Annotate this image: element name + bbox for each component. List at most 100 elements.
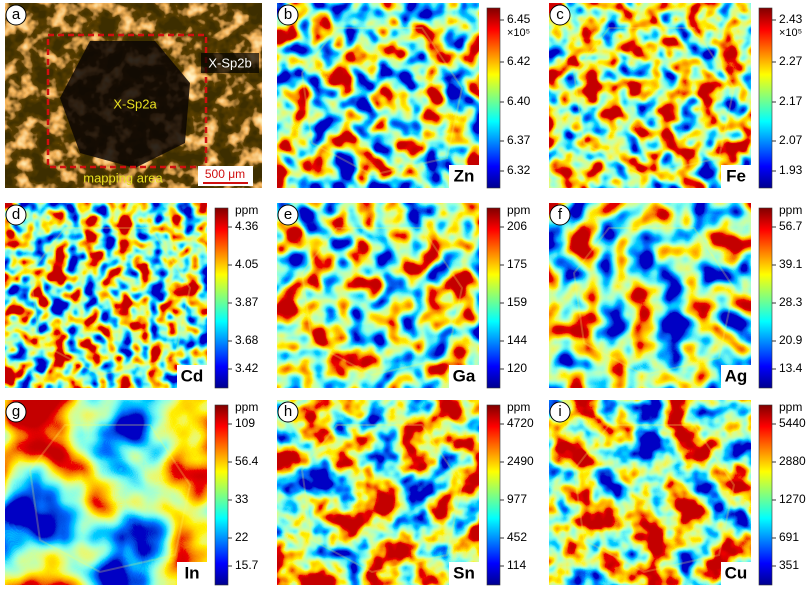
element-label-bg	[449, 562, 479, 585]
colorbar-multiplier: ×10⁵	[779, 27, 802, 39]
colorbar-tick-label: 6.45	[507, 12, 531, 26]
colorbar	[486, 7, 501, 189]
panel: Cu ppm 5440 2880 1270 691 351 i	[549, 400, 806, 586]
panel-letter: c	[556, 6, 564, 23]
colorbar-tick-label: 6.40	[507, 94, 531, 108]
element-map	[277, 3, 479, 188]
colorbar	[486, 404, 501, 586]
element-label: Cd	[181, 366, 204, 385]
element-label: Ag	[725, 366, 748, 385]
element-map	[5, 400, 207, 585]
colorbar-tick-label: 39.1	[779, 257, 803, 271]
colorbar-tick-label: 114	[507, 558, 526, 572]
panel-letter-bg	[549, 4, 571, 26]
colorbar-tick-label: 6.42	[507, 54, 531, 68]
element-map	[549, 400, 751, 585]
panel-letter-bg	[277, 4, 299, 26]
colorbar-tick-label: 452	[507, 530, 527, 544]
panel-letter: g	[12, 403, 20, 420]
panel-letter: a	[12, 6, 21, 23]
colorbar-multiplier: ×10⁵	[507, 27, 530, 39]
colorbar-tick-label: 159	[507, 295, 527, 309]
colorbar-tick-label: 2490	[507, 454, 534, 468]
colorbar-tick-label: 2.07	[779, 133, 803, 147]
colorbar-tick-label: 1270	[779, 492, 806, 506]
panel: In ppm 109 56.4 33 22 15.7 g	[5, 400, 259, 586]
colorbar-tick-label: 13.4	[779, 361, 803, 375]
colorbar-tick-label: 977	[507, 492, 527, 506]
colorbar-tick-label: 2.43	[779, 12, 803, 26]
crystal-core	[60, 41, 190, 168]
element-map	[277, 203, 479, 388]
panel-letter-bg	[549, 204, 571, 226]
colorbar-tick-label: 2.27	[779, 54, 803, 68]
colorbar-tick-label: 120	[507, 361, 527, 375]
panel-letter: e	[284, 206, 292, 223]
colorbar-tick-label: 4720	[507, 416, 534, 430]
zoning-outline	[300, 27, 464, 177]
colorbar-tick-label: 206	[507, 219, 527, 233]
element-map	[549, 3, 751, 188]
scale-bar-box	[198, 166, 253, 186]
element-label-bg	[177, 562, 207, 585]
panel-letter-bg	[277, 204, 299, 226]
zoning-outline	[300, 227, 464, 377]
colorbar-unit: ppm	[507, 400, 530, 414]
colorbar-tick-label: 1.93	[779, 163, 803, 177]
colorbar	[758, 207, 773, 389]
colorbar-tick-label: 3.42	[235, 361, 259, 375]
element-label-bg	[721, 365, 751, 388]
colorbar-tick-label: 2.17	[779, 94, 803, 108]
colorbar-tick-label: 109	[235, 416, 255, 430]
colorbar-unit: ppm	[235, 203, 258, 217]
sample-label: X-Sp2b	[208, 55, 251, 70]
zoning-outline	[28, 227, 192, 377]
colorbar-unit: ppm	[779, 400, 802, 414]
colorbar	[758, 7, 773, 189]
element-label: Sn	[453, 563, 475, 582]
region-label: mapping area	[83, 170, 163, 185]
element-label: In	[184, 563, 199, 582]
element-label-bg	[721, 165, 751, 188]
colorbar-tick-label: 6.37	[507, 133, 531, 147]
colorbar	[758, 404, 773, 586]
colorbar-tick-label: 175	[507, 257, 527, 271]
colorbar-tick-label: 4.36	[235, 219, 259, 233]
panel-letter-bg	[5, 204, 27, 226]
panel: Ga ppm 206 175 159 144 120 e	[277, 203, 530, 389]
colorbar-tick-label: 20.9	[779, 333, 803, 347]
colorbar	[214, 207, 229, 389]
colorbar-tick-label: 28.3	[779, 295, 803, 309]
element-label-bg	[449, 165, 479, 188]
colorbar-tick-label: 2880	[779, 454, 806, 468]
colorbar-tick-label: 15.7	[235, 558, 259, 572]
colorbar-tick-label: 4.05	[235, 257, 259, 271]
panel-letter: i	[558, 403, 561, 420]
panel-letter: d	[12, 206, 20, 223]
element-label: Ga	[453, 366, 476, 385]
label-bg	[201, 53, 259, 73]
colorbar-unit: ppm	[235, 400, 258, 414]
element-map	[277, 400, 479, 585]
mapping-area-box	[46, 33, 208, 169]
colorbar	[486, 207, 501, 389]
panel: Ag ppm 56.7 39.1 28.3 20.9 13.4 f	[549, 203, 803, 389]
colorbar-tick-label: 351	[779, 558, 799, 572]
panel-letter: f	[558, 206, 563, 223]
colorbar-tick-label: 33	[235, 492, 249, 506]
panel: Sn ppm 4720 2490 977 452 114 h	[277, 400, 534, 586]
element-label-bg	[177, 365, 207, 388]
colorbar-tick-label: 3.68	[235, 333, 259, 347]
zoning-outline	[28, 424, 192, 574]
colorbar	[214, 404, 229, 586]
element-label: Fe	[726, 166, 746, 185]
panel-letter: b	[284, 6, 292, 23]
zoning-outline	[572, 227, 736, 377]
element-map	[549, 203, 751, 388]
element-label: Cu	[725, 563, 748, 582]
panel-letter-bg	[549, 401, 571, 423]
panel-letter-bg	[277, 401, 299, 423]
element-label-bg	[721, 562, 751, 585]
element-map	[5, 203, 207, 388]
